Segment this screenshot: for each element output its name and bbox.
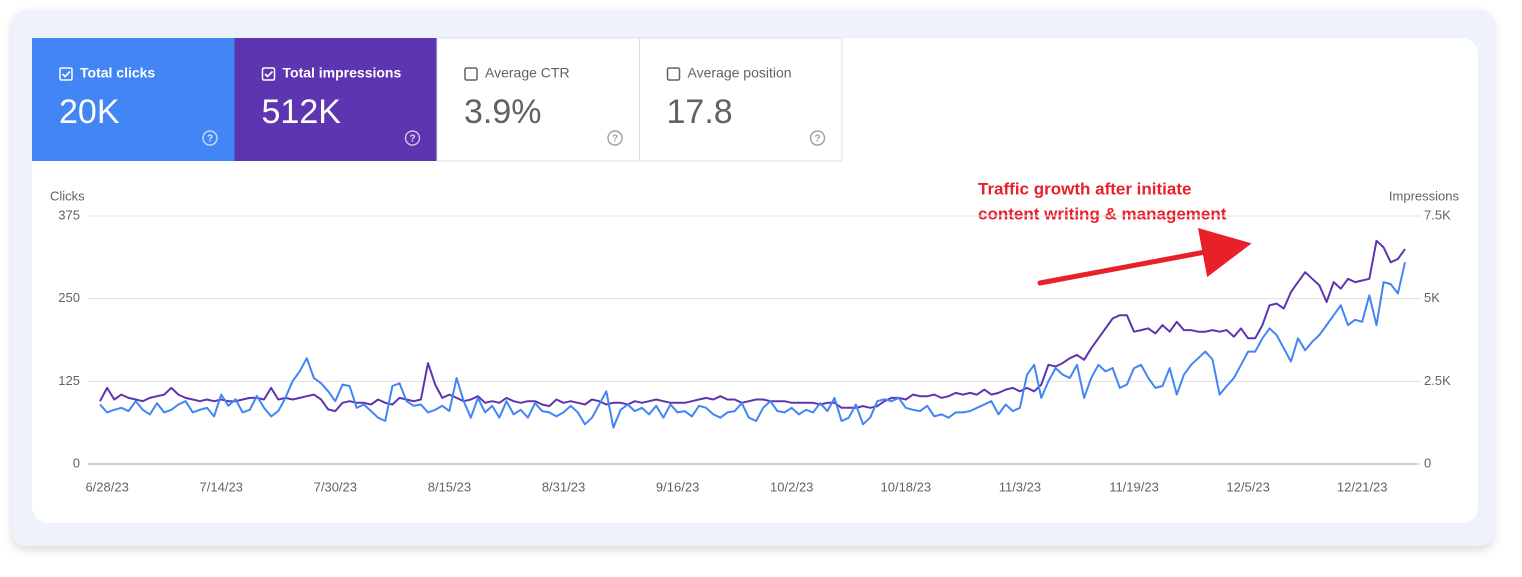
metric-card[interactable]	[32, 38, 235, 161]
y2-tick-label: 2.5K	[1424, 373, 1451, 388]
x-tick-label: 12/5/23	[1226, 479, 1269, 494]
help-icon-glyph: ?	[814, 134, 820, 145]
help-icon-glyph: ?	[207, 134, 213, 145]
y-tick-label: 375	[58, 207, 80, 222]
metric-card[interactable]	[234, 38, 438, 161]
help-icon	[809, 130, 826, 146]
y-tick-label: 0	[73, 455, 80, 470]
x-tick-label: 7/14/23	[200, 479, 243, 494]
y-tick-label: 125	[58, 373, 80, 388]
help-icon-glyph: ?	[612, 134, 618, 145]
y-axis-title: Clicks	[50, 188, 85, 203]
checkbox	[59, 67, 73, 81]
metric-value: 3.9%	[464, 93, 542, 131]
help-icon	[404, 130, 421, 146]
metric-value: 17.8	[667, 93, 733, 131]
x-tick-label: 8/31/23	[542, 479, 585, 494]
help-icon	[607, 130, 623, 146]
annotation: Traffic growth after initiate	[978, 179, 1191, 198]
metric-label: Total impressions	[283, 65, 402, 81]
metric-card[interactable]	[639, 37, 843, 162]
y2-tick-label: 0	[1424, 455, 1431, 470]
metric-label: Average CTR	[485, 65, 570, 81]
y2-tick-label: 7.5K	[1424, 207, 1451, 222]
x-tick-label: 8/15/23	[428, 479, 471, 494]
annotation-arrow	[1037, 227, 1252, 286]
y-tick-label: 250	[58, 290, 80, 305]
x-tick-label: 11/3/23	[999, 479, 1041, 494]
checkbox	[666, 67, 681, 81]
metric-label: Average position	[688, 65, 792, 81]
metric-label: Total clicks	[80, 65, 155, 81]
checkmark	[264, 70, 274, 78]
metric-value: 20K	[59, 93, 120, 131]
metric-value: 512K	[262, 93, 342, 131]
x-tick-label: 10/2/23	[770, 479, 813, 494]
y2-axis-title: Impressions	[1389, 188, 1460, 203]
help-icon-glyph: ?	[409, 134, 415, 145]
checkbox	[261, 67, 276, 81]
data-line	[99, 262, 1406, 429]
data-line	[99, 239, 1406, 413]
checkmark	[61, 70, 71, 78]
annotation: content writing & management	[978, 204, 1227, 223]
checkbox	[464, 67, 478, 81]
x-tick-label: 7/30/23	[314, 479, 357, 494]
x-tick-label: 9/16/23	[656, 479, 699, 494]
x-tick-label: 6/28/23	[85, 479, 128, 494]
x-tick-label: 11/19/23	[1109, 479, 1159, 494]
y2-tick-label: 5K	[1424, 290, 1440, 305]
help-icon	[202, 130, 218, 146]
x-tick-label: 10/18/23	[881, 479, 932, 494]
x-tick-label: 12/21/23	[1337, 479, 1388, 494]
